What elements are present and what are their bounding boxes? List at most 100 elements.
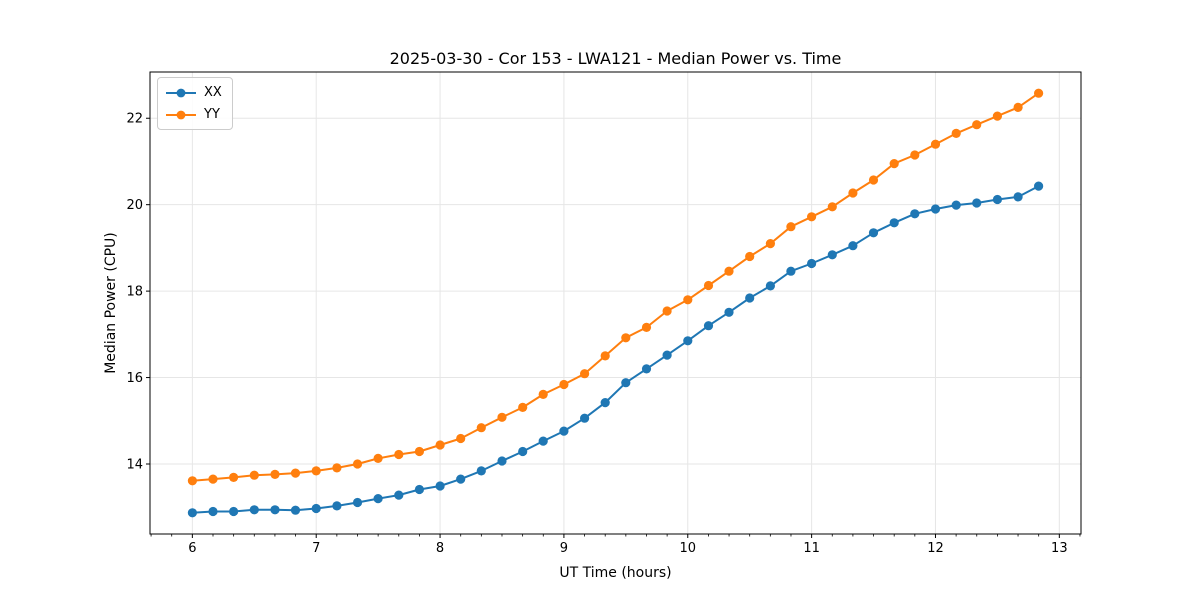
data-point-yy — [497, 412, 507, 422]
y-tick-label: 14 — [126, 457, 143, 472]
data-point-yy — [311, 466, 321, 476]
data-point-xx — [476, 466, 486, 476]
x-tick-label: 11 — [803, 541, 820, 556]
data-point-yy — [538, 389, 548, 399]
data-point-yy — [868, 175, 879, 185]
data-point-yy — [435, 440, 445, 450]
data-point-yy — [827, 202, 837, 212]
data-point-xx — [724, 307, 734, 317]
data-point-xx — [889, 218, 899, 228]
data-point-xx — [807, 258, 817, 269]
data-point-xx — [1034, 181, 1044, 191]
data-point-xx — [868, 228, 879, 238]
data-point-yy — [786, 222, 796, 232]
data-point-yy — [332, 463, 342, 473]
data-point-yy — [662, 306, 672, 316]
data-point-yy — [807, 212, 817, 222]
data-point-yy — [765, 239, 776, 249]
data-point-xx — [930, 204, 941, 214]
x-tick-label: 12 — [927, 541, 944, 556]
data-point-yy — [208, 474, 218, 484]
data-point-xx — [992, 194, 1003, 205]
data-point-yy — [414, 446, 424, 457]
data-point-xx — [435, 481, 445, 491]
data-point-xx — [641, 364, 652, 374]
data-point-yy — [889, 159, 899, 169]
data-point-yy — [972, 120, 982, 130]
data-point-xx — [621, 378, 631, 388]
data-point-xx — [662, 350, 672, 360]
legend-line-marker-icon — [166, 88, 196, 97]
data-point-xx — [229, 506, 239, 517]
data-point-xx — [765, 281, 776, 291]
data-point-xx — [559, 426, 569, 436]
data-point-yy — [992, 111, 1003, 121]
x-tick-label: 13 — [1051, 541, 1068, 556]
data-point-yy — [703, 280, 714, 291]
x-tick-label: 6 — [188, 541, 196, 556]
data-point-yy — [910, 150, 920, 160]
y-tick-label: 18 — [126, 285, 143, 300]
data-point-yy — [476, 423, 486, 433]
data-point-xx — [703, 321, 714, 331]
data-point-xx — [827, 250, 837, 260]
data-point-yy — [352, 459, 363, 469]
data-point-yy — [621, 333, 631, 343]
series-line-yy — [192, 92, 1040, 482]
data-point-yy — [848, 188, 858, 198]
data-point-xx — [290, 505, 301, 515]
data-point-yy — [394, 449, 404, 460]
x-tick-label: 7 — [312, 541, 320, 556]
data-point-xx — [352, 497, 363, 508]
data-point-yy — [1034, 88, 1044, 98]
legend-line-marker-icon — [166, 110, 196, 119]
legend-marker-sample — [176, 88, 186, 97]
legend-label: XX — [204, 85, 222, 100]
data-point-yy — [187, 476, 197, 486]
data-point-xx — [910, 209, 920, 219]
data-point-xx — [1013, 192, 1023, 202]
data-point-yy — [373, 453, 383, 463]
data-point-yy — [724, 266, 734, 276]
data-point-yy — [456, 433, 466, 444]
data-point-xx — [848, 241, 858, 251]
data-point-yy — [229, 472, 239, 482]
data-point-xx — [249, 505, 259, 515]
y-axis-label: Median Power (CPU) — [103, 232, 119, 374]
data-point-xx — [538, 436, 548, 446]
data-point-yy — [559, 379, 569, 390]
y-tick-label: 16 — [126, 371, 143, 386]
data-point-xx — [683, 336, 693, 346]
legend-item-yy: YY — [166, 105, 222, 124]
data-point-xx — [332, 501, 342, 511]
data-point-xx — [270, 505, 280, 515]
data-point-yy — [641, 322, 652, 332]
data-point-yy — [249, 470, 259, 480]
legend: XX YY — [157, 77, 233, 130]
data-point-yy — [600, 351, 610, 361]
legend-label: YY — [204, 107, 220, 122]
data-point-xx — [373, 494, 383, 504]
legend-marker-sample — [176, 110, 186, 119]
data-point-xx — [518, 446, 528, 457]
data-point-xx — [311, 503, 321, 514]
data-point-yy — [270, 469, 280, 479]
data-point-xx — [497, 456, 507, 466]
data-point-yy — [580, 369, 590, 379]
data-point-xx — [456, 474, 466, 484]
data-point-xx — [208, 506, 218, 517]
data-point-xx — [600, 398, 610, 408]
data-point-xx — [394, 490, 404, 500]
data-point-xx — [745, 293, 755, 303]
data-point-yy — [518, 402, 528, 412]
legend-item-xx: XX — [166, 83, 222, 102]
y-tick-label: 22 — [126, 112, 143, 127]
x-tick-label: 9 — [560, 541, 568, 556]
data-point-xx — [972, 198, 982, 208]
data-point-xx — [580, 413, 590, 423]
data-point-yy — [930, 139, 941, 149]
data-point-yy — [683, 295, 693, 305]
x-tick-label: 8 — [436, 541, 444, 556]
